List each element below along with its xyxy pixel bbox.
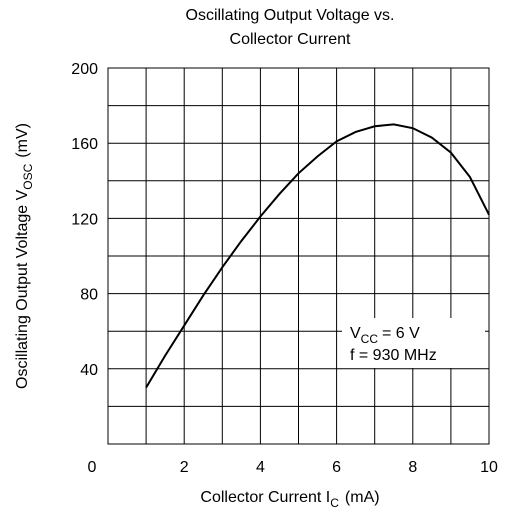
y-label-unit: (mV) [14, 123, 31, 158]
x-tick-label: 10 [480, 459, 498, 476]
annotation: f = 930 MHz [350, 347, 437, 364]
y-label-text: Oscillating Output Voltage V [14, 189, 31, 389]
annotation-text: V [350, 325, 361, 342]
annotation: VCC = 6 V [350, 325, 420, 346]
line-series [145, 123, 490, 389]
x-tick-label: 6 [332, 459, 341, 476]
y-tick-label: 200 [71, 61, 98, 78]
x-tick-label: 4 [256, 459, 265, 476]
annotation-box [342, 318, 485, 368]
y-tick-label: 80 [80, 287, 98, 304]
annotation-text: = 6 V [382, 325, 420, 342]
x-tick-label: 0 [88, 459, 97, 476]
chart-title: Oscillating Output Voltage vs. [186, 7, 395, 24]
chart-title: Collector Current [230, 31, 351, 48]
annotation-sub: CC [361, 332, 379, 346]
x-tick-label: 8 [408, 459, 417, 476]
y-axis-label: Oscillating Output Voltage VOSC (mV) [14, 123, 35, 389]
x-tick-label: 2 [180, 459, 189, 476]
x-label-unit: (mA) [345, 489, 380, 506]
y-tick-label: 40 [80, 362, 98, 379]
y-label-sub: OSC [21, 163, 35, 189]
x-label-sub: C [330, 496, 339, 510]
y-tick-label: 120 [71, 211, 98, 228]
y-tick-label: 160 [71, 136, 98, 153]
plot-frame [107, 67, 490, 445]
x-axis-label: Collector Current IC (mA) [200, 489, 379, 510]
x-label-text: Collector Current I [200, 489, 330, 506]
